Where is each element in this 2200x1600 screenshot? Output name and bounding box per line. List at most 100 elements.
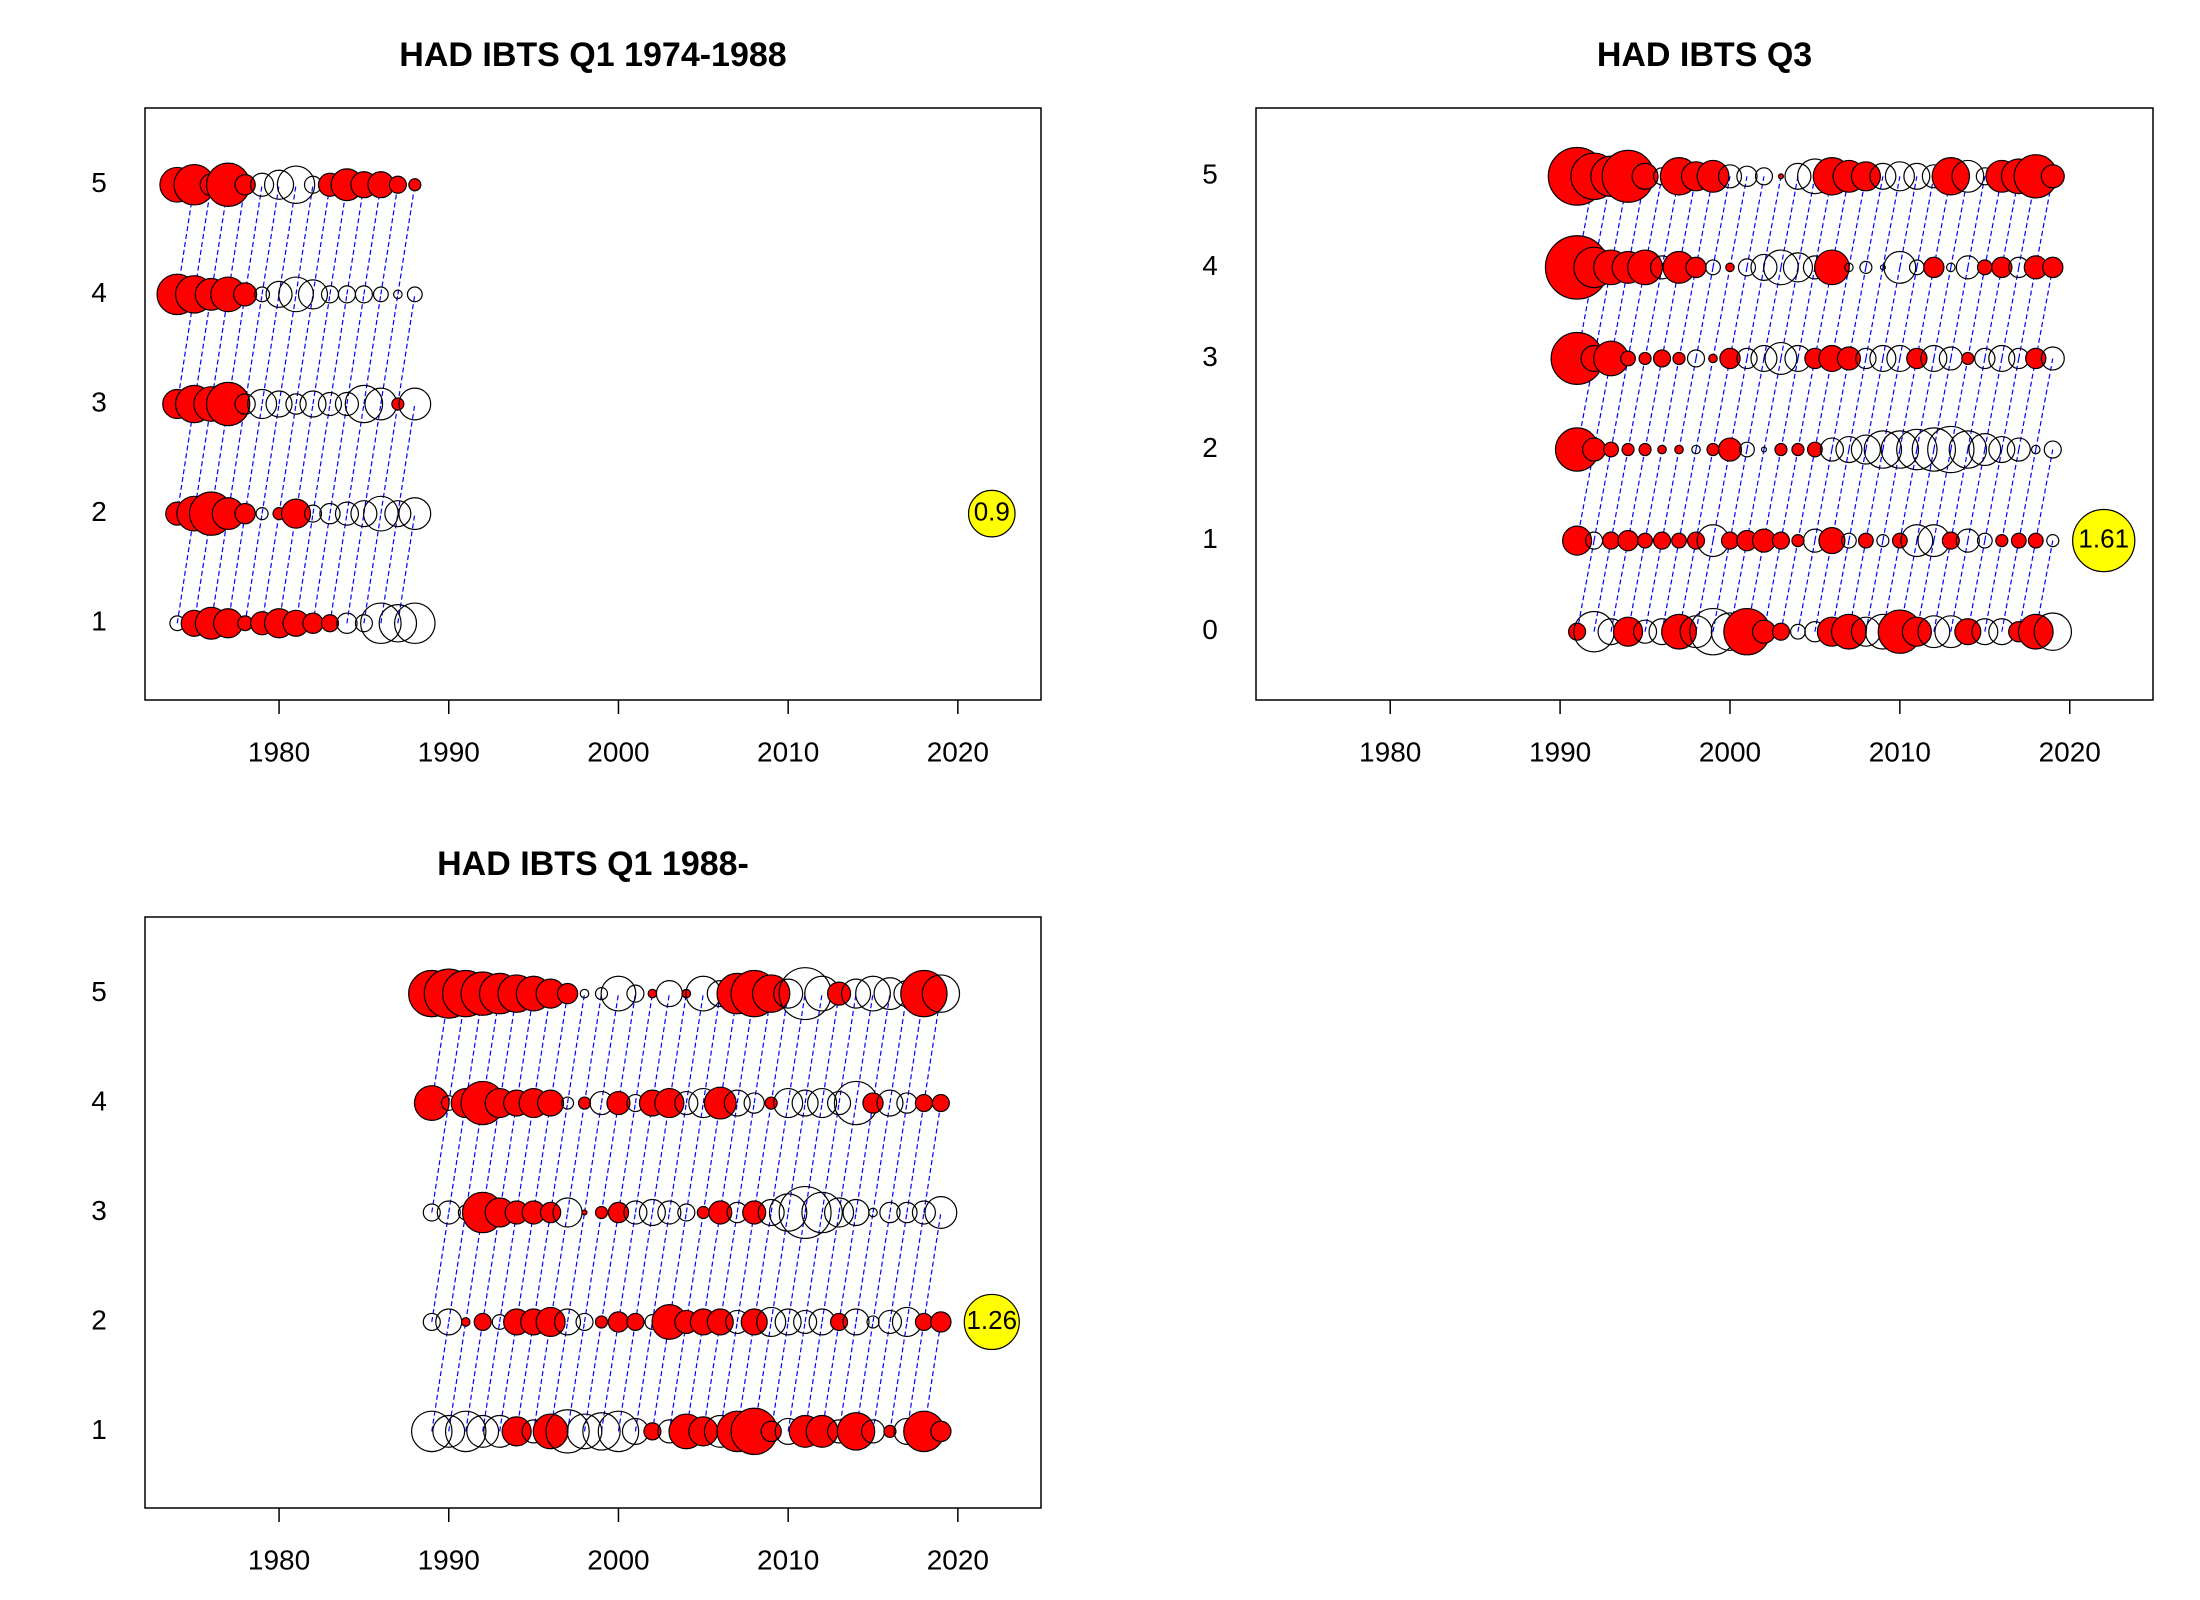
cohort-line: [838, 1321, 857, 1432]
bubble: [320, 285, 340, 304]
cohort-line: [2018, 449, 2037, 541]
cohort-line: [380, 403, 399, 514]
cohort-line: [1729, 176, 1748, 268]
bubble: [1617, 529, 1639, 552]
bubble: [1771, 531, 1791, 550]
bubble: [254, 286, 271, 303]
bubble: [1789, 623, 1806, 640]
bubble: [280, 498, 312, 529]
bubble: [255, 507, 269, 521]
bubble: [501, 1416, 532, 1447]
bubble: [422, 1203, 441, 1222]
chart-title: HAD IBTS Q1 1974-1988: [399, 36, 786, 74]
bubble: [354, 614, 373, 633]
bubble: [1880, 430, 1920, 469]
cohort-line: [855, 993, 874, 1104]
bubble: [764, 1096, 778, 1110]
cohort-line: [2035, 358, 2054, 450]
bubble: [334, 501, 360, 526]
cohort-line: [1627, 449, 1646, 541]
cohort-line: [1644, 449, 1663, 541]
panel: HAD IBTS Q3 1980 1990 2000 2010 2020 0 1 2 3 4 5 1.6…: [1202, 36, 2154, 767]
cohort-line: [2018, 267, 2037, 359]
cohort-line: [2001, 540, 2020, 632]
bubble: [1696, 159, 1730, 193]
cohort-line: [1746, 267, 1765, 359]
bubble: [896, 1201, 918, 1224]
cohort-line: [261, 403, 280, 514]
cohort-line: [753, 1102, 772, 1213]
bubble: [1954, 618, 1982, 646]
cohort-line: [1797, 358, 1816, 450]
bubble: [537, 1089, 565, 1117]
bubble: [1869, 162, 1897, 190]
bubble: [436, 1200, 461, 1225]
cohort-line: [312, 403, 331, 514]
y-tick-label: 3: [91, 386, 107, 417]
bubble: [757, 1198, 785, 1227]
bubble: [1840, 532, 1857, 549]
bubble: [778, 1185, 832, 1240]
bubble: [1884, 161, 1915, 192]
cohort-line: [583, 993, 603, 1104]
bubble: [1971, 618, 1999, 646]
cohort-line: [600, 1212, 620, 1323]
x-tick-label: 1980: [1359, 736, 1421, 767]
bubble: [560, 1096, 575, 1110]
bubble: [278, 276, 314, 313]
bubble: [1988, 435, 2016, 464]
bubble: [2017, 613, 2054, 650]
cohort-line: [872, 1212, 891, 1323]
x-tick-label: 2000: [587, 736, 649, 767]
bubble: [1900, 524, 1934, 558]
cohort-line: [1950, 267, 1969, 359]
bubble: [319, 502, 341, 525]
cohort-line: [1729, 449, 1748, 541]
cohort-line: [533, 993, 552, 1104]
cohort-line: [804, 1102, 823, 1213]
bubble: [805, 1414, 839, 1448]
bubble: [1791, 442, 1805, 457]
cohort-line: [431, 1212, 450, 1323]
cohort-line: [838, 1212, 857, 1323]
bubble: [1896, 428, 1938, 471]
cohort-line: [702, 1102, 721, 1213]
cohort-line: [278, 294, 297, 405]
bubble: [654, 1087, 685, 1119]
bubble: [532, 1413, 569, 1450]
bubble: [1717, 437, 1743, 462]
cohort-line: [295, 294, 314, 405]
bubble: [1567, 622, 1587, 641]
bubble: [249, 172, 275, 197]
cohort-line: [329, 513, 348, 624]
bubble: [1736, 165, 1758, 188]
cohort-line: [821, 993, 840, 1104]
cohort-line: [634, 1321, 653, 1432]
bubble: [372, 286, 389, 303]
y-tick-label: 4: [1202, 250, 1218, 281]
bubble: [410, 1410, 453, 1453]
cohort-line: [1916, 267, 1935, 359]
bubble: [868, 1207, 878, 1218]
cohort-line: [634, 993, 653, 1104]
bubble: [285, 393, 307, 415]
chart-title: HAD IBTS Q3: [1597, 36, 1812, 74]
bubble: [276, 165, 316, 204]
bubble: [1883, 250, 1917, 284]
bubble: [1923, 256, 1945, 279]
bubble: [801, 1191, 843, 1234]
cohort-line: [1797, 449, 1816, 541]
bubble: [1782, 252, 1814, 283]
bubble: [422, 1312, 441, 1332]
size-legend-label: 1.61: [2078, 523, 2129, 553]
bubble: [862, 1092, 884, 1114]
bubble: [826, 981, 852, 1006]
bubble: [2010, 532, 2027, 549]
bubble: [914, 1093, 933, 1113]
bubble: [1620, 350, 1637, 367]
cohort-line: [838, 993, 857, 1104]
panel: HAD IBTS Q1 1974-1988 1980 1990 2000 2010 202…: [91, 36, 1042, 767]
bubble: [1906, 347, 1928, 370]
cohort-line: [549, 1102, 569, 1213]
bubble: [1674, 444, 1684, 455]
